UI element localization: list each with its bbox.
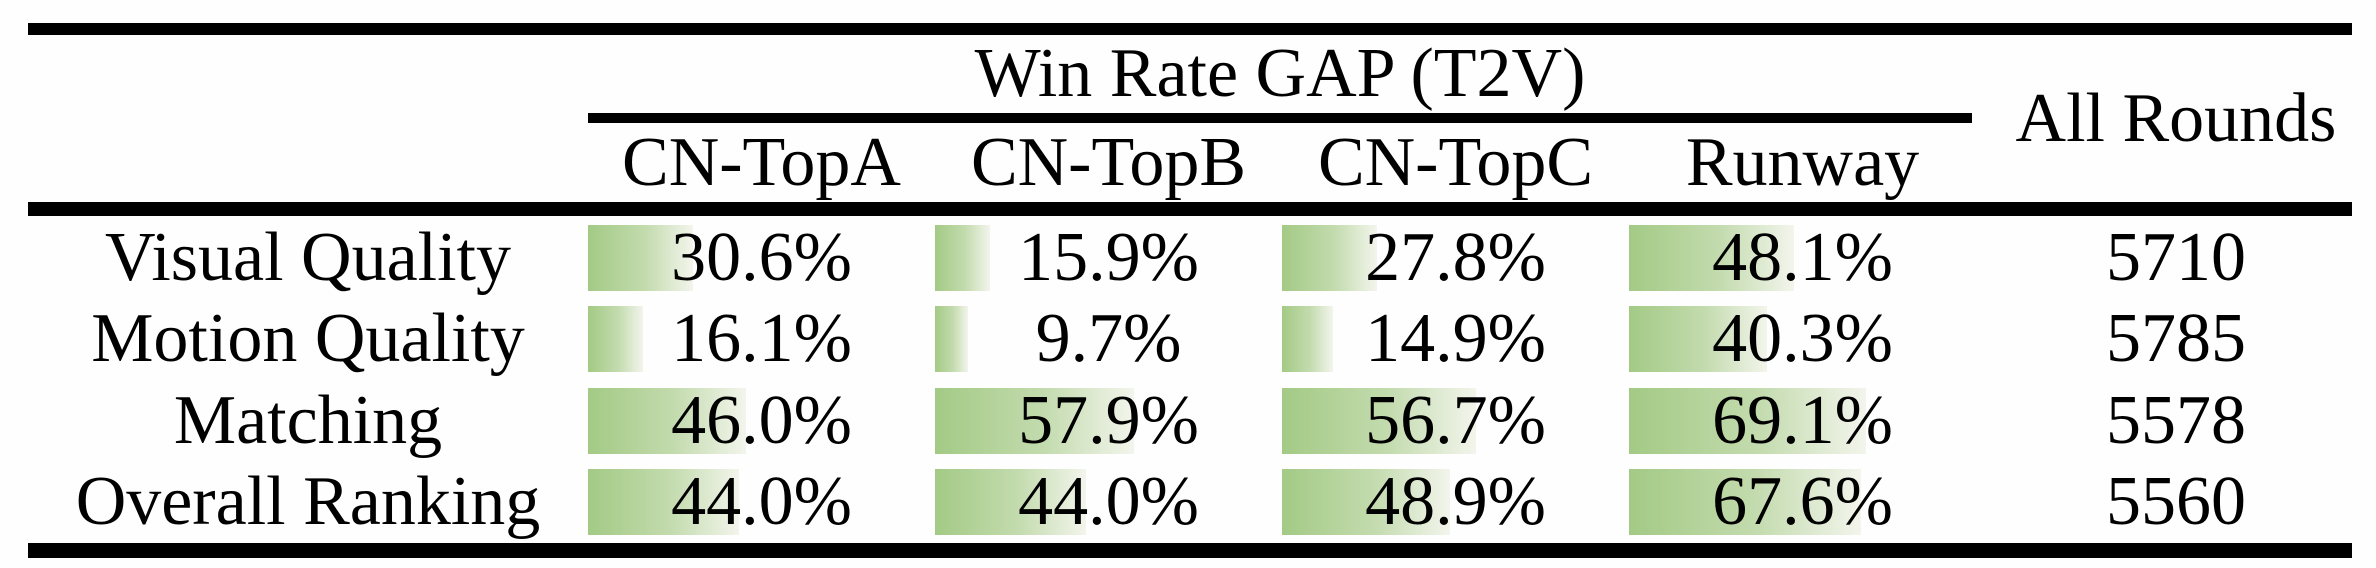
win-rate-bar <box>1282 387 1477 454</box>
table-row-visual-quality: Visual Quality 30.6% 15.9% 27.8% 48.1% 5… <box>28 217 2376 299</box>
group-header-win-rate-gap: Win Rate GAP (T2V) <box>974 35 1586 112</box>
win-rate-bar <box>935 306 969 373</box>
win-rate-bar <box>1629 306 1768 373</box>
column-header-all-rounds: All Rounds <box>2015 79 2337 157</box>
win-rate-cell: 44.0% <box>935 462 1282 544</box>
win-rate-bar <box>1629 469 1861 536</box>
win-rate-cell: 27.8% <box>1282 217 1629 299</box>
model-column-headers: CN-TopA CN-TopB CN-TopC Runway <box>588 123 1976 202</box>
win-rate-value: 9.7% <box>1035 300 1182 378</box>
win-rate-value: 27.8% <box>1365 218 1546 296</box>
row-label: Matching <box>173 381 443 459</box>
column-header-cn-topb: CN-TopB <box>970 124 1247 201</box>
win-rate-bar <box>935 469 1086 536</box>
win-rate-cell: 30.6% <box>588 217 935 299</box>
win-rate-cell: 48.1% <box>1629 217 1976 299</box>
win-rate-value: 15.9% <box>1018 218 1199 296</box>
win-rate-bar <box>1282 224 1378 291</box>
win-rate-bar <box>1282 306 1334 373</box>
win-rate-value: 48.1% <box>1712 218 1893 296</box>
table-row-overall-ranking: Overall Ranking 44.0% 44.0% 48.9% 67.6% … <box>28 462 2376 544</box>
win-rate-value: 40.3% <box>1712 300 1893 378</box>
win-rate-cell: 67.6% <box>1629 462 1976 544</box>
win-rate-value: 56.7% <box>1365 381 1546 459</box>
column-header-cn-topc: CN-TopC <box>1317 124 1594 201</box>
win-rate-cell: 57.9% <box>935 380 1282 462</box>
win-rate-bar <box>588 306 644 373</box>
all-rounds-value: 5560 <box>2106 463 2246 541</box>
win-rate-bar <box>588 387 746 454</box>
win-rate-value: 44.0% <box>671 463 852 541</box>
table-row-matching: Matching 46.0% 57.9% 56.7% 69.1% 5578 <box>28 380 2376 462</box>
win-rate-bar <box>1629 387 1866 454</box>
win-rate-cell: 16.1% <box>588 299 935 381</box>
win-rate-cell: 15.9% <box>935 217 1282 299</box>
win-rate-bar <box>935 224 990 291</box>
win-rate-value: 57.9% <box>1018 381 1199 459</box>
win-rate-bar <box>588 469 739 536</box>
table-body: Visual Quality 30.6% 15.9% 27.8% 48.1% 5… <box>28 217 2376 543</box>
win-rate-value: 46.0% <box>671 381 852 459</box>
all-rounds-value: 5710 <box>2106 218 2246 296</box>
table-row-motion-quality: Motion Quality 16.1% 9.7% 14.9% 40.3% 57… <box>28 299 2376 381</box>
win-rate-cell: 46.0% <box>588 380 935 462</box>
all-rounds-value: 5578 <box>2106 381 2246 459</box>
win-rate-bar <box>935 387 1134 454</box>
column-header-cn-topa: CN-TopA <box>622 124 901 201</box>
win-rate-bar <box>588 224 693 291</box>
table-rule-bottom <box>28 543 2352 558</box>
row-label: Visual Quality <box>104 218 512 296</box>
table-rule-under-group-header <box>588 113 1972 123</box>
win-rate-bar <box>1629 224 1794 291</box>
win-rate-value: 69.1% <box>1712 381 1893 459</box>
win-rate-value: 30.6% <box>671 218 852 296</box>
win-rate-value: 16.1% <box>671 300 852 378</box>
win-rate-cell: 9.7% <box>935 299 1282 381</box>
table-rule-header-separator <box>28 202 2352 216</box>
win-rate-value: 48.9% <box>1365 463 1546 541</box>
row-label: Motion Quality <box>91 300 525 378</box>
row-label: Overall Ranking <box>75 463 541 541</box>
win-rate-bar <box>1282 469 1450 536</box>
win-rate-cell: 14.9% <box>1282 299 1629 381</box>
win-rate-cell: 48.9% <box>1282 462 1629 544</box>
win-rate-cell: 44.0% <box>588 462 935 544</box>
win-rate-cell: 40.3% <box>1629 299 1976 381</box>
win-rate-cell: 69.1% <box>1629 380 1976 462</box>
win-rate-value: 67.6% <box>1712 463 1893 541</box>
win-rate-value: 14.9% <box>1365 300 1546 378</box>
column-header-runway: Runway <box>1685 124 1920 201</box>
win-rate-value: 44.0% <box>1018 463 1199 541</box>
table-rule-top <box>28 23 2352 35</box>
win-rate-cell: 56.7% <box>1282 380 1629 462</box>
all-rounds-value: 5785 <box>2106 300 2246 378</box>
